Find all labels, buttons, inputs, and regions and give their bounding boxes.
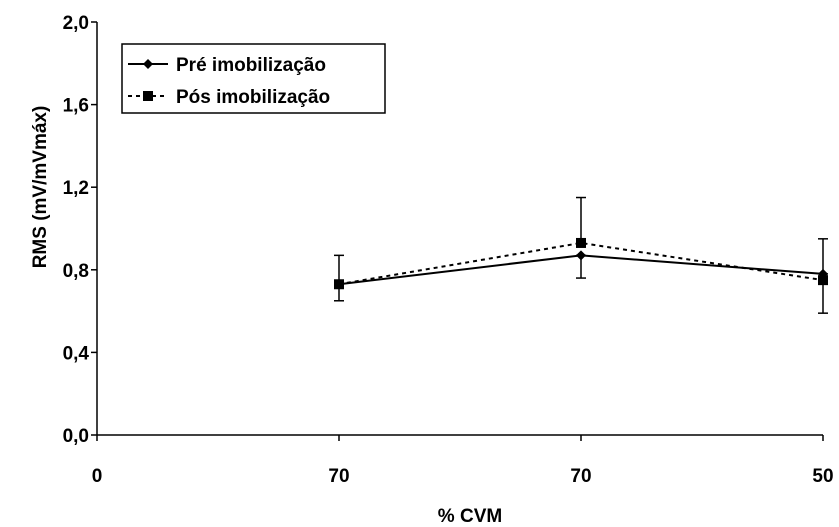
y-tick-label: 0,4 <box>63 343 90 364</box>
data-point-diamond <box>576 250 586 261</box>
axes <box>96 22 823 436</box>
legend-label-pos: Pós imobilização <box>176 87 330 108</box>
legend: Pré imobilização Pós imobilização <box>121 43 386 114</box>
legend-label-pre: Pré imobilização <box>176 55 326 76</box>
series-line-1 <box>338 241 824 286</box>
legend-marker-pos <box>143 91 153 101</box>
x-tick-label: 50 <box>812 466 833 487</box>
x-tick-label: 70 <box>570 466 591 487</box>
data-point-square <box>818 275 828 286</box>
data-point-square <box>334 279 344 290</box>
series-markers <box>334 237 828 290</box>
y-axis-title: RMS (mV/mVmáx) <box>30 106 51 269</box>
y-tick-label: 0,8 <box>63 261 89 282</box>
legend-marker-pre <box>143 59 153 69</box>
data-point-square <box>576 237 586 248</box>
y-tick-label: 0,0 <box>63 426 89 447</box>
y-tick-label: 1,6 <box>63 96 89 117</box>
y-tick-label: 2,0 <box>63 13 89 34</box>
ticks: 0,0 0,4 0,8 1,2 1,6 2,0 0 70 70 50 <box>63 13 834 487</box>
x-axis-title: % CVM <box>438 506 502 527</box>
x-tick-label: 0 <box>92 466 103 487</box>
legend-box <box>121 43 386 114</box>
x-tick-label: 70 <box>328 466 349 487</box>
y-tick-label: 1,2 <box>63 178 89 199</box>
